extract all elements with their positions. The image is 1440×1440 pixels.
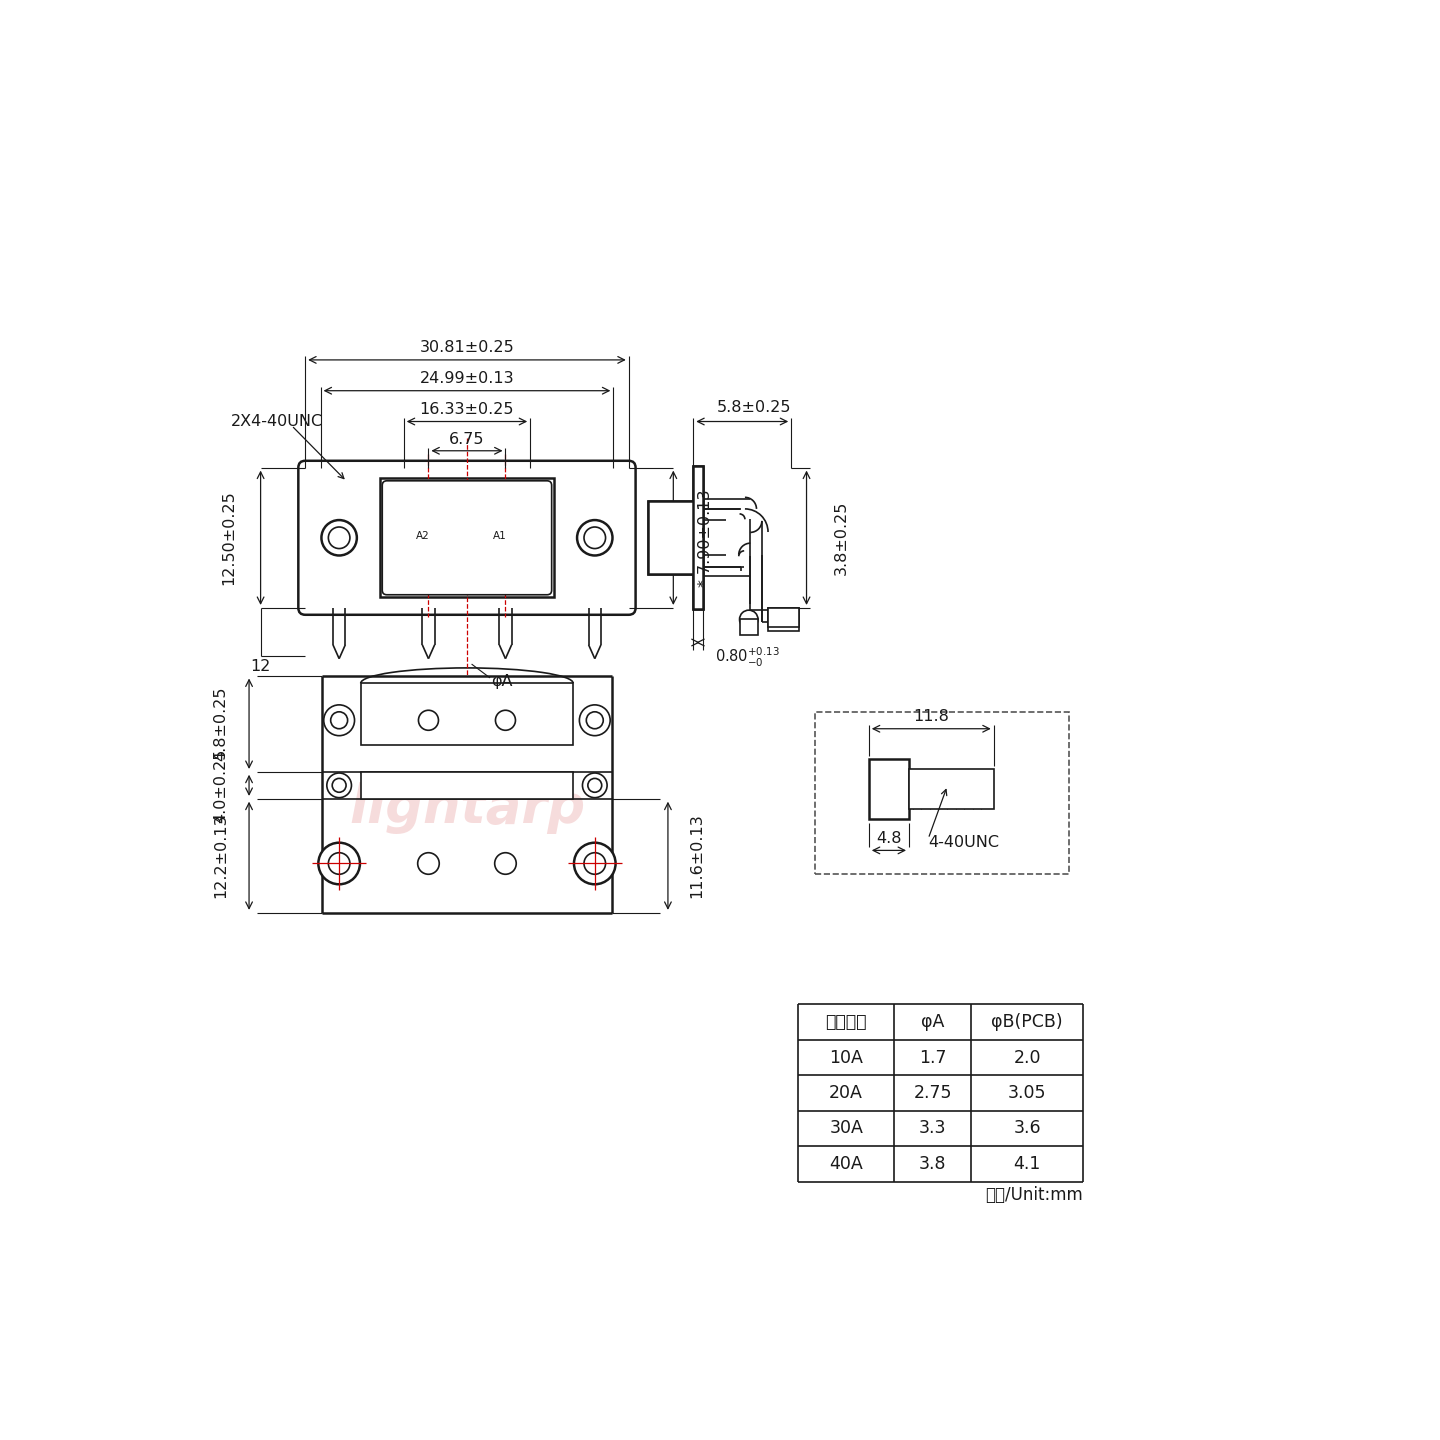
Text: 4.8: 4.8	[876, 831, 901, 847]
Text: 4.1: 4.1	[1014, 1155, 1041, 1172]
Circle shape	[331, 711, 347, 729]
Text: 10A: 10A	[829, 1048, 863, 1067]
Text: 4-40UNC: 4-40UNC	[929, 835, 999, 850]
Text: 16.33±0.25: 16.33±0.25	[419, 402, 514, 416]
Text: 3.05: 3.05	[1008, 1084, 1047, 1102]
Circle shape	[328, 852, 350, 874]
Bar	[740, 619, 757, 635]
Text: 24.99±0.13: 24.99±0.13	[419, 372, 514, 386]
Circle shape	[328, 527, 350, 549]
Circle shape	[406, 516, 451, 560]
Text: 5.8±0.25: 5.8±0.25	[717, 400, 791, 415]
Circle shape	[498, 530, 513, 546]
Text: $0.80^{+0.13}_{-0}$: $0.80^{+0.13}_{-0}$	[714, 647, 779, 670]
Text: 1.7: 1.7	[919, 1048, 946, 1067]
Text: lightarp: lightarp	[348, 523, 585, 576]
Circle shape	[413, 523, 444, 553]
Text: φA: φA	[491, 674, 513, 690]
Circle shape	[327, 773, 351, 798]
Bar	[909, 769, 994, 809]
Circle shape	[490, 523, 521, 553]
Bar	[360, 684, 573, 744]
Text: 12: 12	[251, 660, 271, 674]
Text: 4.0±0.25: 4.0±0.25	[213, 749, 228, 822]
Text: 30A: 30A	[829, 1119, 863, 1138]
Bar	[693, 467, 703, 609]
Text: lightarp: lightarp	[348, 782, 585, 834]
Bar	[648, 501, 698, 575]
Text: φB(PCB): φB(PCB)	[991, 1014, 1063, 1031]
Bar	[768, 608, 799, 631]
Circle shape	[582, 773, 608, 798]
Text: * 7.90±0.13: * 7.90±0.13	[698, 490, 713, 586]
Bar	[648, 501, 698, 575]
Circle shape	[419, 710, 438, 730]
Circle shape	[495, 852, 517, 874]
Circle shape	[740, 611, 757, 629]
Bar	[380, 478, 554, 598]
Text: φA: φA	[922, 1014, 945, 1031]
Circle shape	[579, 704, 611, 736]
Circle shape	[333, 779, 346, 792]
Circle shape	[575, 842, 615, 884]
Circle shape	[585, 852, 606, 874]
Bar	[693, 467, 703, 609]
Text: 12.2±0.13: 12.2±0.13	[213, 814, 228, 899]
Bar	[868, 759, 909, 819]
Text: 3.3: 3.3	[919, 1119, 946, 1138]
Circle shape	[484, 516, 528, 560]
Circle shape	[586, 711, 603, 729]
Circle shape	[418, 852, 439, 874]
Text: 3.8: 3.8	[919, 1155, 946, 1172]
Text: 2X4-40UNC: 2X4-40UNC	[232, 415, 324, 429]
Text: 2.0: 2.0	[1014, 1048, 1041, 1067]
Circle shape	[577, 520, 612, 556]
Text: A2: A2	[415, 531, 429, 541]
Text: 2.75: 2.75	[913, 1084, 952, 1102]
FancyBboxPatch shape	[298, 461, 635, 615]
Circle shape	[420, 530, 436, 546]
Text: 20A: 20A	[829, 1084, 863, 1102]
Circle shape	[585, 527, 606, 549]
Text: 额定电流: 额定电流	[825, 1014, 867, 1031]
Bar	[360, 772, 573, 799]
Circle shape	[495, 710, 516, 730]
Text: 6.75: 6.75	[449, 432, 485, 446]
Text: 3.6: 3.6	[1014, 1119, 1041, 1138]
Circle shape	[588, 779, 602, 792]
Circle shape	[321, 520, 357, 556]
Bar	[815, 711, 1068, 874]
FancyBboxPatch shape	[382, 481, 552, 595]
Bar	[768, 608, 799, 626]
Text: 40A: 40A	[829, 1155, 863, 1172]
Text: 11.6±0.13: 11.6±0.13	[688, 814, 704, 899]
Text: 3.8±0.25: 3.8±0.25	[834, 501, 848, 575]
Text: 12.50±0.25: 12.50±0.25	[220, 491, 236, 585]
Text: 单位/Unit:mm: 单位/Unit:mm	[985, 1187, 1083, 1204]
Text: 30.81±0.25: 30.81±0.25	[419, 340, 514, 356]
Text: A1: A1	[492, 531, 507, 541]
Text: 4.8±0.25: 4.8±0.25	[213, 687, 228, 760]
Circle shape	[318, 842, 360, 884]
Circle shape	[324, 704, 354, 736]
Text: 11.8: 11.8	[913, 708, 949, 724]
